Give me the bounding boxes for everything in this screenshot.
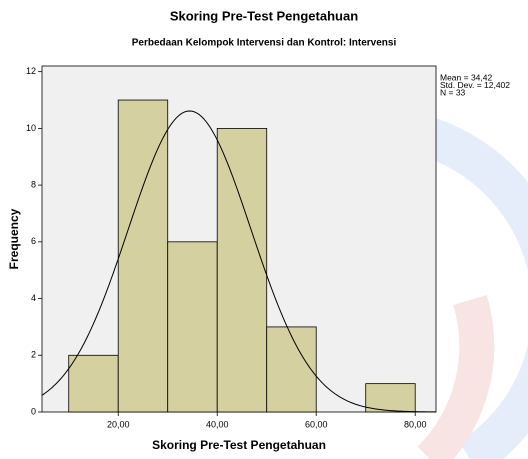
bar	[117, 99, 169, 413]
chart-subtitle: Perbedaan Kelompok Intervensi dan Kontro…	[132, 38, 397, 49]
x-tick-label: 20,00	[107, 419, 130, 429]
x-axis-label: Skoring Pre-Test Pengetahuan	[152, 438, 326, 452]
y-tick-label: 6	[31, 236, 36, 246]
x-tick-label: 80,00	[404, 419, 427, 429]
x-tick-label: 40,00	[206, 419, 229, 429]
bar	[266, 326, 317, 413]
bar	[365, 383, 416, 413]
chart-title: Skoring Pre-Test Pengetahuan	[170, 8, 358, 23]
watermark-arc-blue	[396, 110, 528, 459]
y-tick-label: 2	[31, 350, 36, 360]
bar	[167, 241, 218, 413]
y-axis-label: Frequency	[7, 208, 21, 269]
normal-curve	[41, 110, 437, 413]
y-tick-label: 12	[26, 66, 36, 76]
y-tick-label: 0	[31, 406, 36, 416]
stat-label: Mean = 34,42	[440, 72, 492, 82]
stat-label: N = 33	[440, 87, 466, 97]
bar	[216, 127, 268, 413]
watermark	[396, 110, 528, 459]
y-tick-label: 10	[26, 123, 36, 133]
x-tick-label: 60,00	[305, 419, 328, 429]
y-tick-label: 4	[31, 293, 36, 303]
stat-label: Std. Dev. = 12,402	[440, 80, 510, 90]
bar	[68, 354, 119, 413]
y-tick-label: 8	[31, 179, 36, 189]
watermark-arc-red	[417, 294, 495, 459]
